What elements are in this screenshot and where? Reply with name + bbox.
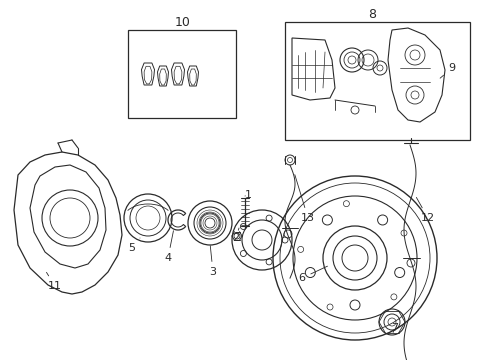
- Text: 11: 11: [46, 273, 62, 291]
- Text: 13: 13: [294, 175, 314, 223]
- Bar: [128, 30, 236, 118]
- Text: 6: 6: [298, 266, 327, 283]
- Text: 12: 12: [415, 197, 434, 223]
- Text: 4: 4: [164, 231, 173, 263]
- Text: 3: 3: [209, 246, 216, 277]
- Text: 10: 10: [175, 15, 190, 28]
- Bar: [285, 22, 469, 140]
- Text: 5: 5: [128, 238, 140, 253]
- Text: 2: 2: [232, 228, 239, 243]
- Text: 9: 9: [439, 63, 455, 78]
- Text: 8: 8: [367, 8, 375, 21]
- Text: 7: 7: [390, 323, 398, 333]
- Text: 1: 1: [244, 190, 251, 200]
